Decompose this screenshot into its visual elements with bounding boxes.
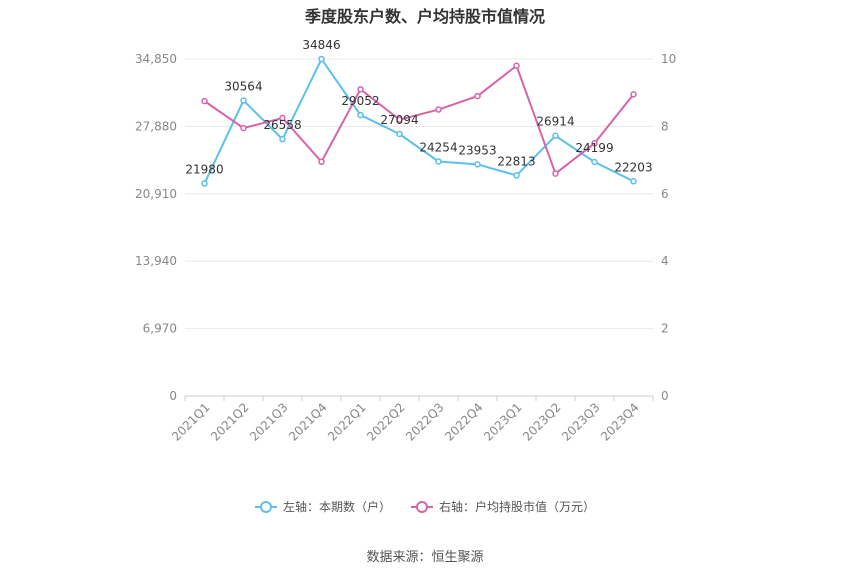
left-tick-label: 20,910 bbox=[135, 187, 177, 201]
data-point bbox=[474, 92, 481, 100]
data-label: 22203 bbox=[614, 160, 652, 174]
data-point bbox=[435, 106, 442, 113]
data-point bbox=[279, 135, 286, 143]
plot-area: 0 6,970 13,940 20,910 27,880 34,850 0 2 4 6 8 10 2… bbox=[135, 38, 676, 444]
right-tick-label: 8 bbox=[661, 119, 669, 133]
x-tick-label: 2023Q4 bbox=[598, 400, 642, 444]
x-tick-label: 2023Q1 bbox=[481, 400, 525, 444]
data-point bbox=[435, 158, 442, 165]
data-point bbox=[357, 86, 364, 93]
x-tick-label: 2021Q4 bbox=[286, 400, 330, 444]
left-tick-label: 13,940 bbox=[135, 254, 177, 268]
data-point bbox=[240, 97, 247, 104]
legend: 左轴：本期数（户） 右轴：户均持股市值（万元） bbox=[0, 498, 850, 515]
data-label: 27094 bbox=[380, 113, 418, 127]
data-label: 24199 bbox=[575, 141, 613, 155]
data-label: 22813 bbox=[497, 154, 535, 168]
x-tick-label: 2021Q2 bbox=[208, 400, 252, 444]
x-tick-label: 2022Q3 bbox=[403, 400, 447, 444]
chart-title: 季度股东户数、户均持股市值情况 bbox=[304, 7, 545, 26]
data-label: 23953 bbox=[458, 143, 496, 157]
right-tick-label: 0 bbox=[661, 389, 669, 403]
data-label: 26558 bbox=[263, 118, 301, 132]
data-label: 26914 bbox=[536, 115, 574, 129]
x-tick-label: 2021Q3 bbox=[247, 400, 291, 444]
data-point bbox=[201, 97, 208, 105]
data-point bbox=[591, 158, 598, 166]
x-tick-label: 2022Q2 bbox=[364, 400, 408, 444]
data-point bbox=[513, 62, 520, 69]
x-tick-label: 2023Q3 bbox=[559, 400, 603, 444]
data-label: 24254 bbox=[419, 140, 457, 154]
right-tick-label: 10 bbox=[661, 52, 676, 66]
data-point bbox=[318, 158, 325, 166]
left-tick-label: 27,880 bbox=[135, 119, 177, 133]
data-point bbox=[552, 132, 559, 139]
x-tick-label: 2021Q1 bbox=[169, 400, 213, 444]
legend-item[interactable]: 右轴：户均持股市值（万元） bbox=[411, 498, 595, 515]
x-tick-label: 2023Q2 bbox=[520, 400, 564, 444]
right-tick-label: 2 bbox=[661, 322, 669, 336]
legend-swatch bbox=[411, 500, 433, 513]
right-tick-label: 6 bbox=[661, 187, 669, 201]
data-point bbox=[357, 111, 364, 119]
source-note: 数据来源：恒生聚源 bbox=[366, 550, 484, 565]
left-tick-label: 34,850 bbox=[135, 52, 177, 66]
series-line bbox=[203, 57, 634, 184]
legend-label: 右轴：户均持股市值（万元） bbox=[439, 500, 596, 514]
data-point bbox=[279, 114, 286, 122]
data-point bbox=[318, 55, 325, 63]
x-tick-label: 2022Q4 bbox=[442, 400, 486, 444]
data-point bbox=[591, 140, 598, 147]
data-point bbox=[240, 124, 247, 132]
data-label: 21980 bbox=[185, 162, 223, 176]
data-point bbox=[630, 91, 637, 98]
data-label: 30564 bbox=[224, 79, 262, 93]
data-point bbox=[552, 170, 559, 177]
series-line bbox=[203, 64, 635, 176]
data-label: 29052 bbox=[341, 94, 379, 108]
left-tick-label: 6,970 bbox=[143, 322, 177, 336]
data-point bbox=[201, 180, 208, 187]
data-point bbox=[474, 161, 481, 168]
data-point bbox=[513, 172, 520, 179]
legend-swatch bbox=[254, 500, 277, 513]
data-point bbox=[396, 116, 403, 123]
right-tick-label: 4 bbox=[661, 254, 669, 268]
legend-item[interactable]: 左轴：本期数（户） bbox=[254, 498, 391, 515]
left-tick-label: 0 bbox=[169, 389, 177, 403]
x-tick-label: 2022Q1 bbox=[325, 400, 369, 444]
data-point bbox=[630, 178, 637, 185]
data-point bbox=[396, 130, 403, 138]
data-label: 34846 bbox=[302, 38, 340, 52]
legend-label: 左轴：本期数（户） bbox=[282, 500, 391, 514]
